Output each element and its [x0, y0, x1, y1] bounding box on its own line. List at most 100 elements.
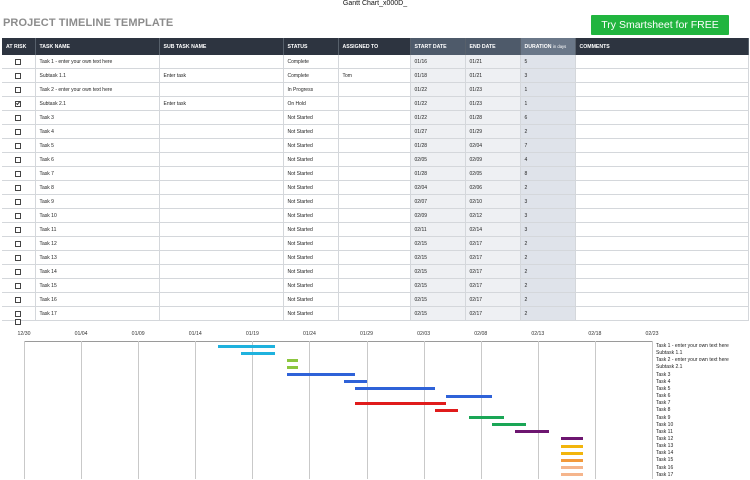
sub-task-cell[interactable]	[159, 208, 284, 223]
at-risk-checkbox[interactable]	[15, 157, 21, 163]
assigned-to-cell[interactable]	[338, 152, 411, 167]
status-cell[interactable]: Not Started	[283, 194, 339, 209]
end-date-cell[interactable]: 02/17	[465, 264, 521, 279]
sub-task-cell[interactable]	[159, 264, 284, 279]
sub-task-cell[interactable]	[159, 180, 284, 195]
header-assigned-to[interactable]: ASSIGNED TO	[338, 38, 411, 55]
assigned-to-cell[interactable]	[338, 96, 411, 111]
task-name-cell[interactable]: Task 13	[35, 250, 160, 265]
end-date-cell[interactable]: 01/21	[465, 55, 521, 69]
end-date-cell[interactable]: 02/17	[465, 278, 521, 293]
header-sub-task-name[interactable]: SUB TASK NAME	[159, 38, 284, 55]
duration-cell[interactable]: 5	[520, 55, 576, 69]
assigned-to-cell[interactable]: Tom	[338, 68, 411, 83]
task-name-cell[interactable]: Task 17	[35, 306, 160, 321]
duration-cell[interactable]: 2	[520, 292, 576, 307]
start-date-cell[interactable]: 02/05	[410, 152, 466, 167]
end-date-cell[interactable]: 01/23	[465, 82, 521, 97]
task-name-cell[interactable]: Task 4	[35, 124, 160, 139]
sub-task-cell[interactable]	[159, 306, 284, 321]
sub-task-cell[interactable]	[159, 138, 284, 153]
start-date-cell[interactable]: 01/27	[410, 124, 466, 139]
task-name-cell[interactable]: Task 6	[35, 152, 160, 167]
status-cell[interactable]: Not Started	[283, 236, 339, 251]
comments-cell[interactable]	[575, 110, 749, 125]
assigned-to-cell[interactable]	[338, 222, 411, 237]
start-date-cell[interactable]: 02/15	[410, 292, 466, 307]
start-date-cell[interactable]: 02/15	[410, 278, 466, 293]
at-risk-checkbox[interactable]	[15, 241, 21, 247]
duration-cell[interactable]: 3	[520, 208, 576, 223]
start-date-cell[interactable]: 02/09	[410, 208, 466, 223]
comments-cell[interactable]	[575, 55, 749, 69]
start-date-cell[interactable]: 02/11	[410, 222, 466, 237]
at-risk-checkbox[interactable]	[15, 101, 21, 107]
duration-cell[interactable]: 4	[520, 152, 576, 167]
status-cell[interactable]: Not Started	[283, 306, 339, 321]
assigned-to-cell[interactable]	[338, 124, 411, 139]
start-date-cell[interactable]: 02/15	[410, 264, 466, 279]
end-date-cell[interactable]: 02/17	[465, 250, 521, 265]
header-comments[interactable]: COMMENTS	[575, 38, 749, 55]
task-name-cell[interactable]: Task 1 - enter your own text here	[35, 55, 160, 69]
end-date-cell[interactable]: 02/06	[465, 180, 521, 195]
start-date-cell[interactable]: 01/16	[410, 55, 466, 69]
sub-task-cell[interactable]	[159, 236, 284, 251]
start-date-cell[interactable]: 02/04	[410, 180, 466, 195]
duration-cell[interactable]: 3	[520, 222, 576, 237]
status-cell[interactable]: Not Started	[283, 152, 339, 167]
sub-task-cell[interactable]	[159, 55, 284, 69]
status-cell[interactable]: Not Started	[283, 222, 339, 237]
at-risk-checkbox[interactable]	[15, 213, 21, 219]
task-name-cell[interactable]: Task 14	[35, 264, 160, 279]
end-date-cell[interactable]: 02/17	[465, 306, 521, 321]
end-date-cell[interactable]: 02/17	[465, 236, 521, 251]
duration-cell[interactable]: 2	[520, 250, 576, 265]
assigned-to-cell[interactable]	[338, 166, 411, 181]
assigned-to-cell[interactable]	[338, 138, 411, 153]
end-date-cell[interactable]: 01/23	[465, 96, 521, 111]
assigned-to-cell[interactable]	[338, 292, 411, 307]
sub-task-cell[interactable]	[159, 82, 284, 97]
sub-task-cell[interactable]: Enter task	[159, 96, 284, 111]
header-task-name[interactable]: TASK NAME	[35, 38, 160, 55]
status-cell[interactable]: Not Started	[283, 180, 339, 195]
task-name-cell[interactable]: Task 16	[35, 292, 160, 307]
end-date-cell[interactable]: 01/29	[465, 124, 521, 139]
comments-cell[interactable]	[575, 264, 749, 279]
sub-task-cell[interactable]	[159, 250, 284, 265]
assigned-to-cell[interactable]	[338, 55, 411, 69]
comments-cell[interactable]	[575, 278, 749, 293]
status-cell[interactable]: Not Started	[283, 264, 339, 279]
at-risk-checkbox[interactable]	[15, 269, 21, 275]
comments-cell[interactable]	[575, 306, 749, 321]
at-risk-checkbox[interactable]	[15, 143, 21, 149]
assigned-to-cell[interactable]	[338, 236, 411, 251]
status-cell[interactable]: Not Started	[283, 124, 339, 139]
duration-cell[interactable]: 2	[520, 278, 576, 293]
comments-cell[interactable]	[575, 82, 749, 97]
at-risk-checkbox[interactable]	[15, 283, 21, 289]
sub-task-cell[interactable]	[159, 166, 284, 181]
at-risk-checkbox[interactable]	[15, 199, 21, 205]
assigned-to-cell[interactable]	[338, 250, 411, 265]
end-date-cell[interactable]: 02/04	[465, 138, 521, 153]
comments-cell[interactable]	[575, 138, 749, 153]
start-date-cell[interactable]: 01/22	[410, 82, 466, 97]
header-duration[interactable]: DURATION in days	[520, 38, 576, 55]
duration-cell[interactable]: 2	[520, 236, 576, 251]
status-cell[interactable]: Not Started	[283, 292, 339, 307]
at-risk-checkbox[interactable]	[15, 297, 21, 303]
duration-cell[interactable]: 3	[520, 68, 576, 83]
status-cell[interactable]: Not Started	[283, 208, 339, 223]
end-date-cell[interactable]: 01/21	[465, 68, 521, 83]
status-cell[interactable]: Not Started	[283, 166, 339, 181]
header-at-risk[interactable]: AT RISK	[2, 38, 36, 55]
task-name-cell[interactable]: Task 11	[35, 222, 160, 237]
assigned-to-cell[interactable]	[338, 194, 411, 209]
duration-cell[interactable]: 1	[520, 96, 576, 111]
start-date-cell[interactable]: 02/15	[410, 306, 466, 321]
end-date-cell[interactable]: 02/05	[465, 166, 521, 181]
comments-cell[interactable]	[575, 180, 749, 195]
status-cell[interactable]: In Progress	[283, 82, 339, 97]
